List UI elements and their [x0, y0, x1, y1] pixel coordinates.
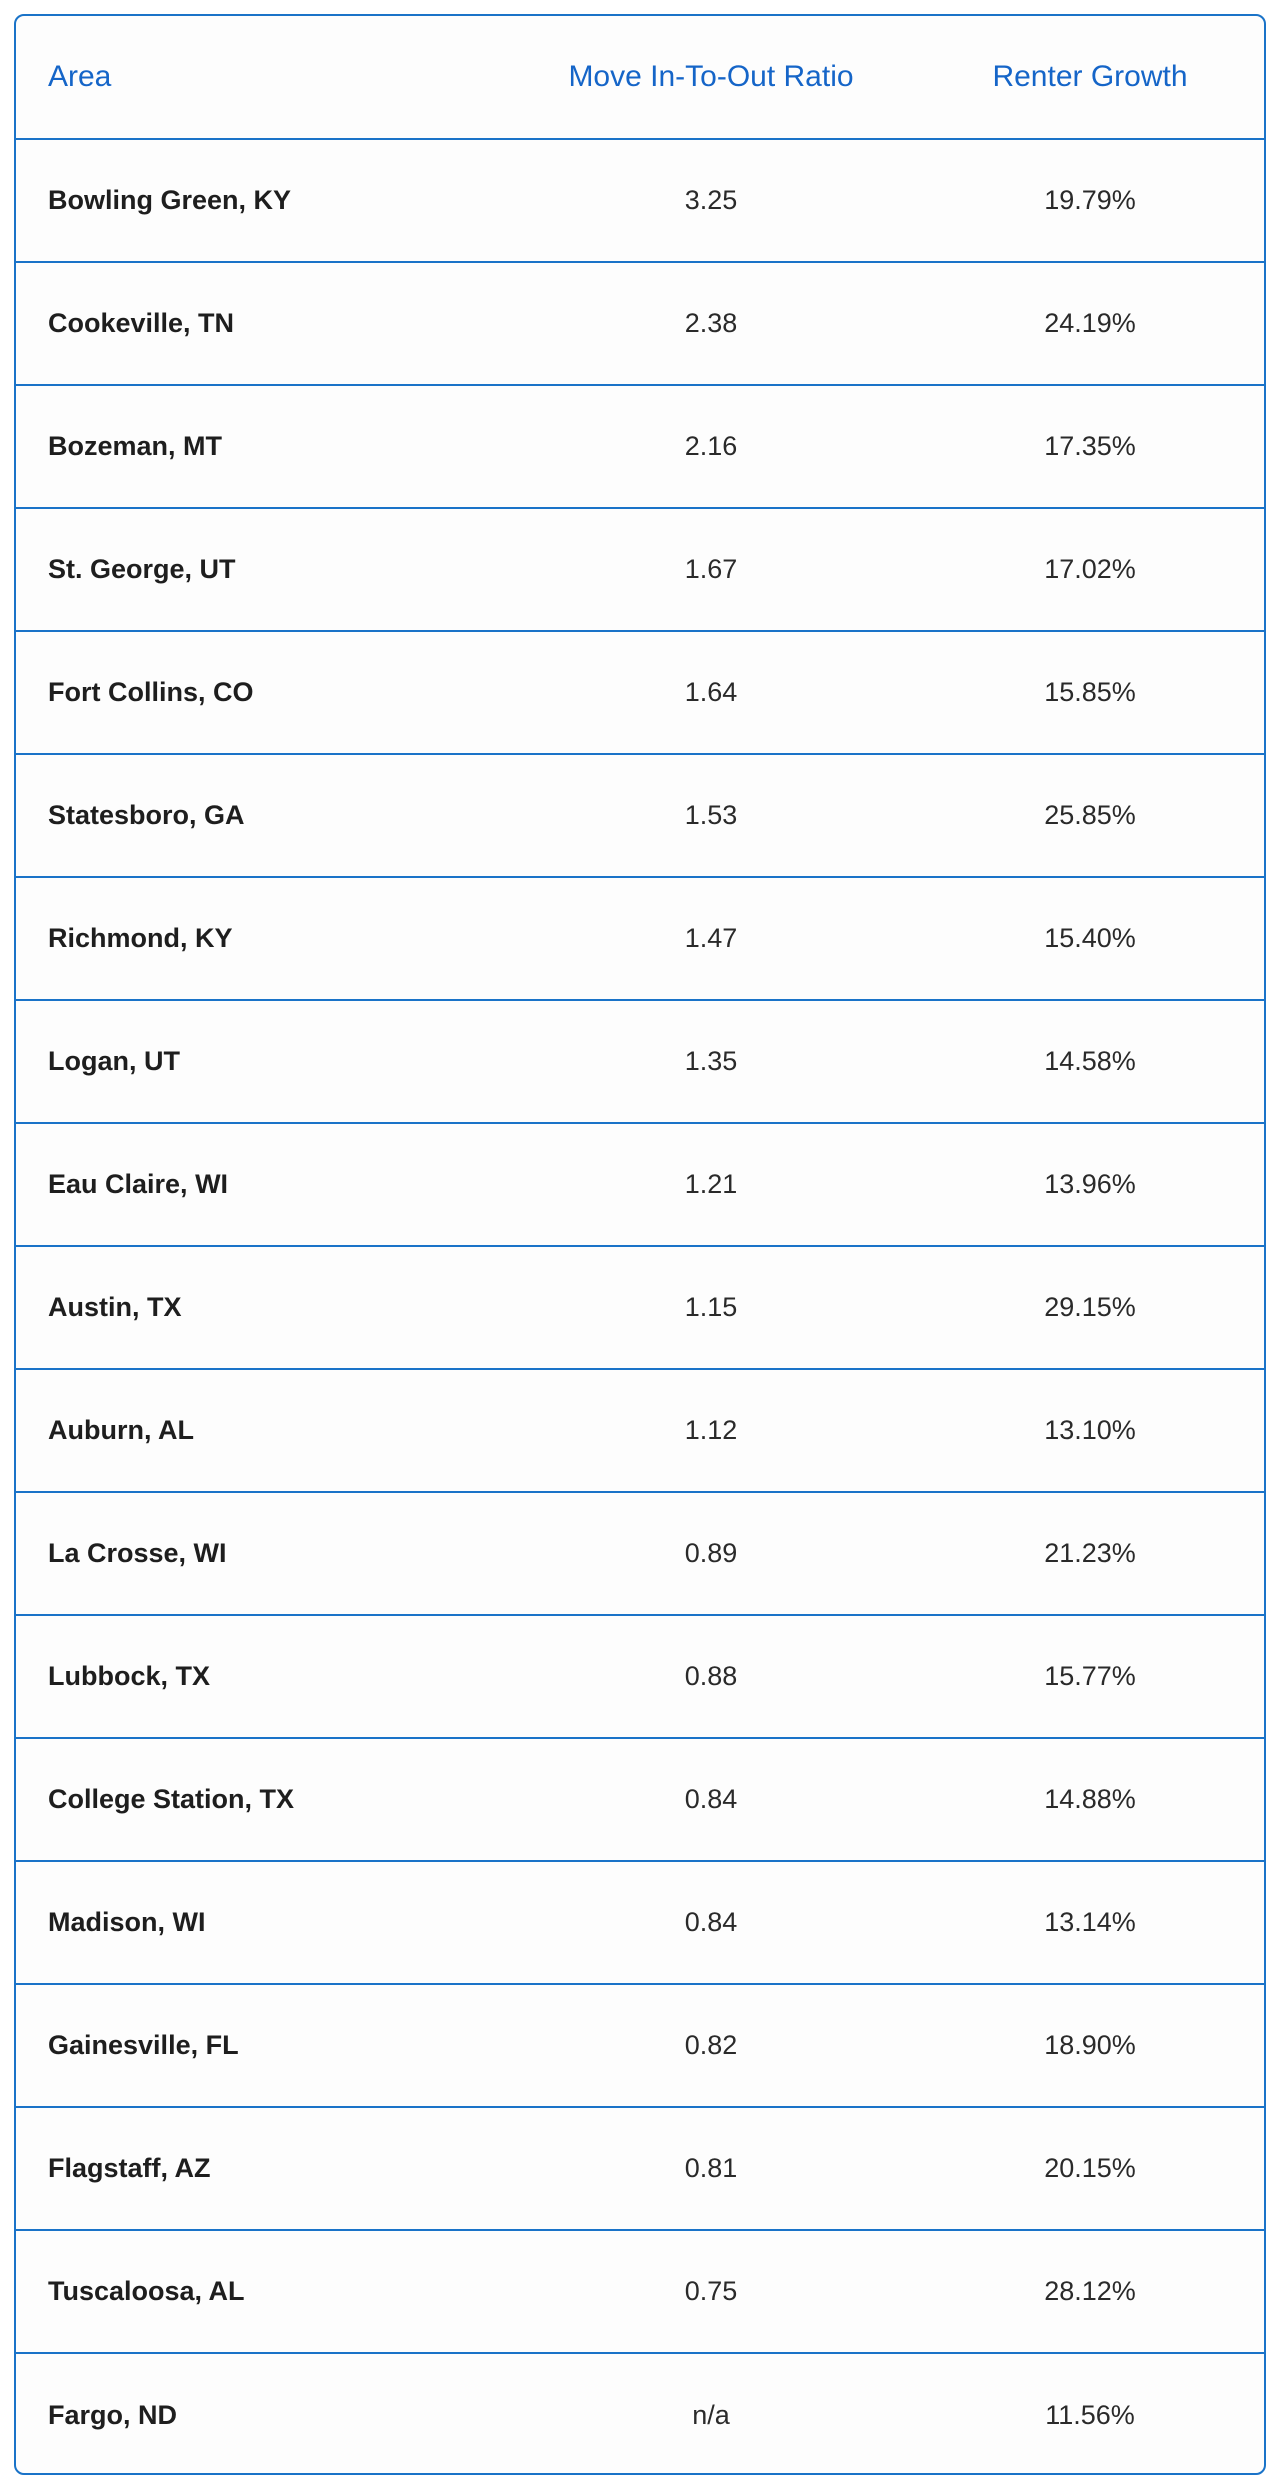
- cell-growth: 13.10%: [916, 1368, 1264, 1492]
- cell-area: Lubbock, TX: [16, 1614, 426, 1738]
- table-row: Tuscaloosa, AL 0.75 28.12%: [16, 2229, 1264, 2353]
- table-row: College Station, TX 0.84 14.88%: [16, 1737, 1264, 1861]
- table-row: Richmond, KY 1.47 15.40%: [16, 876, 1264, 1000]
- table-row: Lubbock, TX 0.88 15.77%: [16, 1614, 1264, 1738]
- cell-growth: 11.56%: [916, 2352, 1264, 2473]
- cell-ratio: 1.47: [426, 876, 916, 1000]
- cell-ratio: 1.64: [426, 630, 916, 754]
- cell-growth: 28.12%: [916, 2229, 1264, 2353]
- cell-area: Tuscaloosa, AL: [16, 2229, 426, 2353]
- table-row: Austin, TX 1.15 29.15%: [16, 1245, 1264, 1369]
- cell-ratio: 1.53: [426, 753, 916, 877]
- cell-growth: 29.15%: [916, 1245, 1264, 1369]
- cell-area: Flagstaff, AZ: [16, 2106, 426, 2230]
- table-row: St. George, UT 1.67 17.02%: [16, 507, 1264, 631]
- cell-area: La Crosse, WI: [16, 1491, 426, 1615]
- cell-growth: 14.58%: [916, 999, 1264, 1123]
- cell-ratio: n/a: [426, 2352, 916, 2473]
- data-table-container: Area Move In-To-Out Ratio Renter Growth …: [14, 14, 1266, 2475]
- table-row: Gainesville, FL 0.82 18.90%: [16, 1983, 1264, 2107]
- table-row: Auburn, AL 1.12 13.10%: [16, 1368, 1264, 1492]
- cell-area: Cookeville, TN: [16, 261, 426, 385]
- cell-area: Logan, UT: [16, 999, 426, 1123]
- cell-ratio: 0.89: [426, 1491, 916, 1615]
- table-row: La Crosse, WI 0.89 21.23%: [16, 1491, 1264, 1615]
- table-row: Cookeville, TN 2.38 24.19%: [16, 261, 1264, 385]
- cell-growth: 13.14%: [916, 1860, 1264, 1984]
- column-header-area: Area: [48, 60, 112, 93]
- cell-ratio: 2.38: [426, 261, 916, 385]
- cell-area: Gainesville, FL: [16, 1983, 426, 2107]
- cell-growth: 14.88%: [916, 1737, 1264, 1861]
- cell-ratio: 0.88: [426, 1614, 916, 1738]
- cell-area: Richmond, KY: [16, 876, 426, 1000]
- cell-area: Fargo, ND: [16, 2352, 426, 2473]
- cell-growth: 17.02%: [916, 507, 1264, 631]
- cell-area: Auburn, AL: [16, 1368, 426, 1492]
- cell-area: St. George, UT: [16, 507, 426, 631]
- cell-growth: 18.90%: [916, 1983, 1264, 2107]
- cell-area: Statesboro, GA: [16, 753, 426, 877]
- table-row: Eau Claire, WI 1.21 13.96%: [16, 1122, 1264, 1246]
- table-row: Logan, UT 1.35 14.58%: [16, 999, 1264, 1123]
- cell-ratio: 0.75: [426, 2229, 916, 2353]
- cell-ratio: 3.25: [426, 138, 916, 262]
- cell-growth: 21.23%: [916, 1491, 1264, 1615]
- cell-growth: 15.77%: [916, 1614, 1264, 1738]
- cell-ratio: 1.67: [426, 507, 916, 631]
- column-header-ratio: Move In-To-Out Ratio: [568, 60, 854, 93]
- table-row: Fort Collins, CO 1.64 15.85%: [16, 630, 1264, 754]
- cell-ratio: 0.81: [426, 2106, 916, 2230]
- renter-growth-table: Area Move In-To-Out Ratio Renter Growth …: [16, 16, 1264, 2473]
- table-row: Flagstaff, AZ 0.81 20.15%: [16, 2106, 1264, 2230]
- cell-area: College Station, TX: [16, 1737, 426, 1861]
- cell-growth: 19.79%: [916, 138, 1264, 262]
- table-row: Statesboro, GA 1.53 25.85%: [16, 753, 1264, 877]
- cell-area: Eau Claire, WI: [16, 1122, 426, 1246]
- cell-ratio: 2.16: [426, 384, 916, 508]
- cell-ratio: 0.84: [426, 1860, 916, 1984]
- cell-ratio: 0.82: [426, 1983, 916, 2107]
- column-header-growth: Renter Growth: [992, 60, 1188, 93]
- table-row: Madison, WI 0.84 13.14%: [16, 1860, 1264, 1984]
- cell-area: Bowling Green, KY: [16, 138, 426, 262]
- table-row: Fargo, ND n/a 11.56%: [16, 2352, 1264, 2473]
- cell-ratio: 1.12: [426, 1368, 916, 1492]
- cell-ratio: 0.84: [426, 1737, 916, 1861]
- cell-ratio: 1.35: [426, 999, 916, 1123]
- cell-growth: 15.40%: [916, 876, 1264, 1000]
- table-body: Bowling Green, KY 3.25 19.79% Cookeville, T…: [16, 138, 1264, 2473]
- cell-growth: 13.96%: [916, 1122, 1264, 1246]
- table-row: Bozeman, MT 2.16 17.35%: [16, 384, 1264, 508]
- cell-growth: 17.35%: [916, 384, 1264, 508]
- cell-area: Madison, WI: [16, 1860, 426, 1984]
- cell-growth: 20.15%: [916, 2106, 1264, 2230]
- cell-growth: 15.85%: [916, 630, 1264, 754]
- cell-ratio: 1.15: [426, 1245, 916, 1369]
- cell-growth: 25.85%: [916, 753, 1264, 877]
- cell-area: Austin, TX: [16, 1245, 426, 1369]
- table-row: Bowling Green, KY 3.25 19.79%: [16, 138, 1264, 262]
- cell-area: Fort Collins, CO: [16, 630, 426, 754]
- cell-area: Bozeman, MT: [16, 384, 426, 508]
- table-header-row: Area Move In-To-Out Ratio Renter Growth: [16, 16, 1264, 139]
- cell-growth: 24.19%: [916, 261, 1264, 385]
- cell-ratio: 1.21: [426, 1122, 916, 1246]
